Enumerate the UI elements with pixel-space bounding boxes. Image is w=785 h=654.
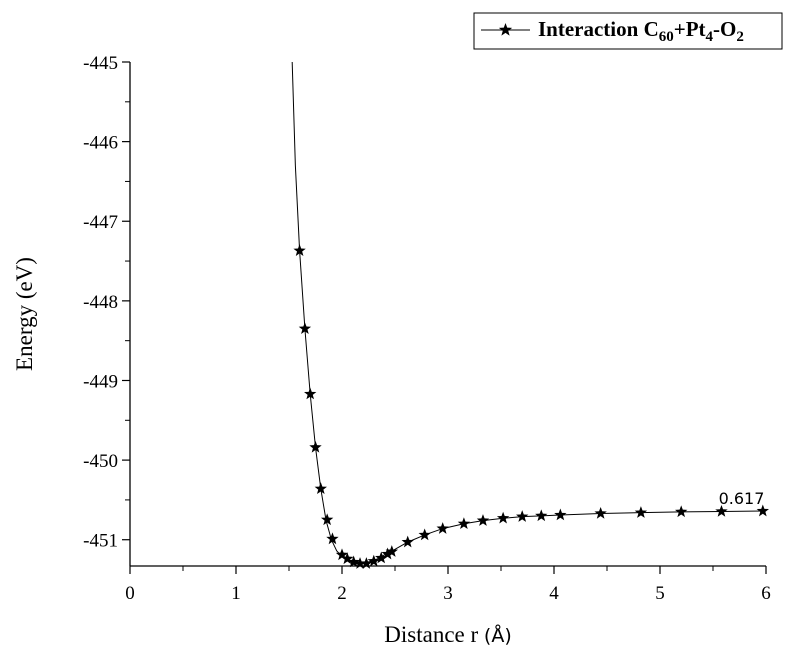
legend-label: Interaction C60+Pt4-O2 (538, 17, 744, 45)
data-point-star (335, 548, 349, 561)
data-point-star (320, 513, 334, 526)
x-tick-label: 1 (231, 583, 241, 604)
data-point-star (535, 509, 548, 522)
data-point-star (385, 545, 398, 557)
y-tick-label: -450 (83, 451, 118, 472)
data-point-star (367, 554, 380, 567)
data-point-star (675, 505, 688, 518)
data-point-star (381, 547, 394, 560)
axis-ticks (122, 61, 767, 574)
data-point-star (496, 511, 510, 524)
data-point-star (341, 552, 354, 565)
y-tick-label: -448 (83, 292, 118, 313)
y-tick-label: -451 (83, 531, 118, 552)
data-point-star (375, 551, 388, 564)
data-point-star (304, 387, 317, 400)
data-point-star (418, 528, 431, 541)
y-tick-label: -445 (83, 53, 118, 74)
annotation-0617: 0.617 (719, 489, 765, 508)
legend-box (473, 12, 783, 50)
x-tick-label: 3 (443, 583, 453, 604)
data-point-star (298, 322, 312, 334)
data-point-star (457, 517, 471, 530)
x-tick-label: 0 (125, 583, 135, 604)
data-point-star (326, 532, 339, 545)
legend-star-icon (498, 23, 513, 36)
data-point-star (756, 504, 769, 517)
legend: Interaction C60+Pt4-O2 (473, 12, 783, 50)
data-point-star (516, 510, 529, 522)
y-axis-title: Energy (eV) (12, 257, 37, 371)
data-point-star (293, 244, 306, 256)
axis-tick-labels: 0 1 2 3 4 5 6 -445 -446 -447 -448 -449 -450 -451 (83, 53, 771, 604)
series-curve (291, 61, 763, 565)
x-tick-label: 5 (655, 583, 665, 604)
data-point-star (634, 506, 648, 518)
series-markers (293, 244, 769, 569)
x-tick-label: 4 (549, 583, 559, 604)
data-point-star (594, 506, 607, 519)
data-point-star (360, 557, 373, 569)
data-point-star (314, 482, 327, 495)
data-point-star (554, 508, 567, 521)
data-point-star (353, 557, 367, 569)
x-axis-title: Distance r (Å) (384, 622, 511, 647)
data-point-star (309, 440, 322, 453)
data-point-star (715, 504, 728, 517)
y-tick-label: -449 (83, 371, 118, 392)
data-point-star (401, 535, 414, 548)
x-tick-label: 2 (337, 583, 347, 604)
data-point-star (476, 514, 490, 526)
y-tick-label: -446 (83, 133, 118, 154)
data-point-star (347, 555, 360, 568)
x-tick-label: 6 (761, 583, 771, 604)
y-tick-label: -447 (83, 212, 118, 233)
data-point-star (436, 522, 449, 534)
